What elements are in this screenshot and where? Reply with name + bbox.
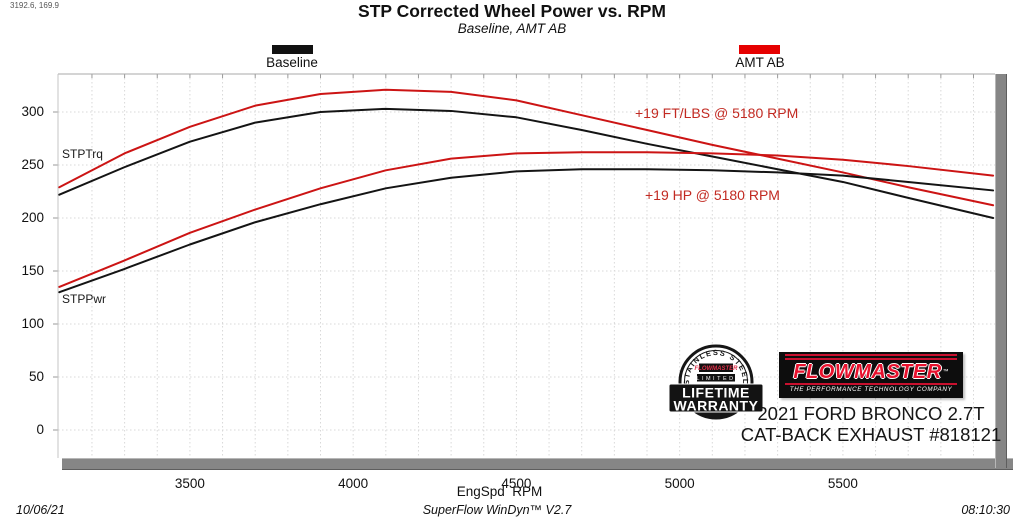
page-title: STP Corrected Wheel Power vs. RPM: [358, 1, 666, 21]
annotation-power-gain: +19 HP @ 5180 RPM: [645, 187, 780, 203]
flowmaster-logo-stripes: [785, 354, 957, 362]
badge-limited-bar: [697, 374, 735, 382]
curve-stppwr-amt-ab: [58, 151, 995, 288]
horizontal-scrollbar[interactable]: [62, 458, 1013, 470]
badge-warranty-text: WARRANTY: [674, 398, 759, 414]
footer-software: SuperFlow WinDyn™ V2.7: [422, 503, 572, 517]
trademark-symbol: ™: [942, 369, 949, 375]
curve-stptrq-baseline: [58, 107, 995, 219]
curve-label-stppwr: STPPwr: [62, 292, 107, 306]
badge-banner: [668, 383, 764, 413]
badge-limited-text: LIMITED: [696, 376, 735, 382]
badge-lifetime-text: LIFETIME: [682, 385, 750, 401]
vehicle-description-line2: CAT-BACK EXHAUST #818121: [740, 424, 1002, 445]
legend-swatch-baseline: [272, 45, 313, 54]
flowmaster-logo: FLOWMASTER ™ THE PERFORMANCE TECHNOLOGY …: [779, 352, 963, 398]
lifetime-warranty-badge-icon: STAINLESS STEEL FLOWMASTER LIMITED LIFET…: [668, 344, 764, 420]
curve-label-stptrq: STPTrq: [62, 147, 103, 161]
page-subtitle: Baseline, AMT AB: [457, 21, 567, 36]
flowmaster-tagline: THE PERFORMANCE TECHNOLOGY COMPANY: [789, 386, 953, 393]
badge-mini-logo-text: FLOWMASTER: [695, 366, 739, 372]
footer-time: 08:10:30: [961, 503, 1010, 517]
legend-label-amt-ab: AMT AB: [735, 55, 785, 70]
legend-swatch-amt-ab: [739, 45, 780, 54]
legend-label-baseline: Baseline: [266, 55, 318, 70]
curve-stptrq-amt-ab: [58, 88, 995, 207]
badge-mini-logo-box: [699, 363, 733, 372]
flowmaster-logo-rule: [785, 383, 957, 385]
flowmaster-logo-text: FLOWMASTER: [793, 361, 942, 383]
curve-stppwr-baseline: [58, 168, 995, 294]
vehicle-description-line1: 2021 FORD BRONCO 2.7T: [757, 403, 985, 424]
footer-date: 10/06/21: [16, 503, 65, 517]
vertical-scrollbar[interactable]: [995, 74, 1007, 468]
cursor-coordinate-readout: 3192.6, 169.9: [10, 1, 59, 10]
annotation-torque-gain: +19 FT/LBS @ 5180 RPM: [635, 105, 799, 121]
